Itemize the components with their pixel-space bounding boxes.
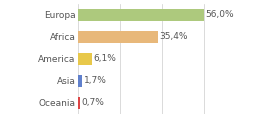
Bar xyxy=(78,75,82,87)
Bar xyxy=(78,53,92,65)
Bar xyxy=(78,97,80,109)
Text: 56,0%: 56,0% xyxy=(206,10,234,19)
Bar xyxy=(78,9,204,21)
Text: 0,7%: 0,7% xyxy=(82,98,105,107)
Text: 6,1%: 6,1% xyxy=(94,54,117,63)
Text: 35,4%: 35,4% xyxy=(160,32,188,41)
Text: 1,7%: 1,7% xyxy=(84,76,107,85)
Bar xyxy=(78,31,158,43)
